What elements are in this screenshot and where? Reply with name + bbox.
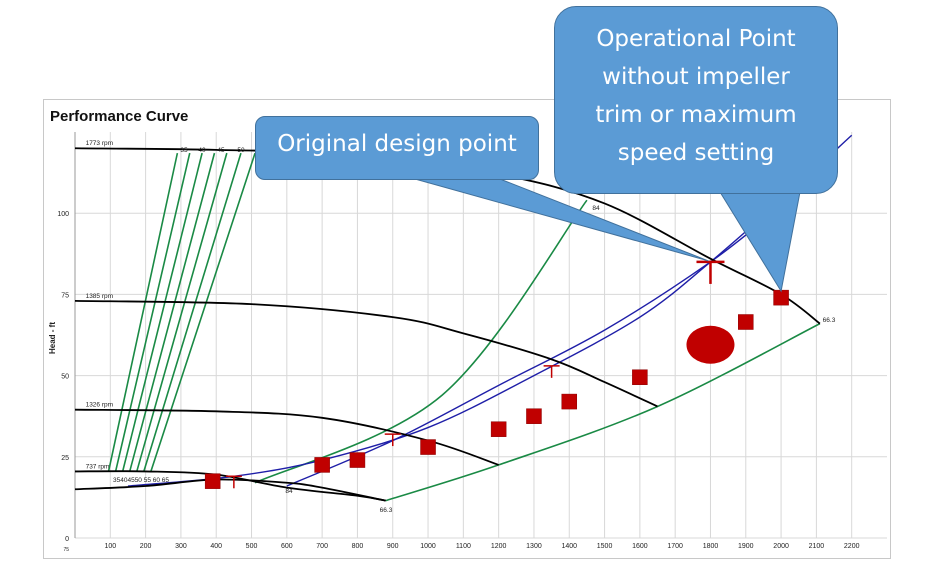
x-tick-label: 300	[175, 543, 187, 550]
speed-curve-label: 1773 rpm	[86, 140, 113, 147]
curve-label-66-3-right: 66.3	[823, 317, 836, 324]
data-point-marker	[738, 314, 754, 330]
callout-operational-line-1: Operational Point	[596, 26, 796, 52]
speed-curve-1326-rpm	[74, 408, 499, 466]
y-tick-label: 0	[65, 536, 69, 543]
efficiency-top-label: 50	[237, 147, 245, 154]
efficiency-line-40	[114, 152, 191, 472]
x-tick-label: 1400	[561, 543, 577, 550]
x-tick-label: 1900	[738, 543, 754, 550]
data-point-marker	[773, 289, 789, 306]
efficiency-top-label: 35	[180, 147, 188, 154]
speed-curve-label: 1326 rpm	[86, 402, 113, 409]
x-tick-label: 900	[387, 543, 399, 550]
x-tick-label: 1500	[597, 543, 613, 550]
speed-curve-1385-rpm	[74, 299, 658, 408]
efficiency-line-50	[128, 152, 216, 472]
x-tick-label: 100	[104, 543, 116, 550]
y-tick-label: 75	[61, 292, 69, 299]
data-point-marker	[561, 393, 578, 410]
callout-operational-point: Operational Point without impeller trim …	[554, 6, 838, 194]
x-tick-label: 600	[281, 543, 293, 550]
y-tick-label: 50	[61, 374, 69, 381]
callout-operational-line-3: trim or maximum	[595, 102, 797, 128]
speed-curve-label: 1385 rpm	[86, 293, 113, 300]
y-tick-label: 25	[61, 455, 69, 462]
y-tick-label: 100	[57, 211, 69, 218]
x-tick-label: 1000	[420, 543, 436, 550]
x-tick-label: 2200	[844, 543, 860, 550]
x-tick-label: 1300	[526, 543, 542, 550]
y-axis-label: Head - ft	[48, 322, 57, 354]
x-tick-label: 700	[316, 543, 328, 550]
curve-label-84-low: 84	[285, 488, 293, 495]
efficiency-line-35	[107, 152, 179, 472]
curve-label-84-top: 84	[592, 205, 600, 212]
callout-operational-line-4: speed setting	[617, 140, 775, 166]
x-tick-label: 2100	[809, 543, 825, 550]
data-point-marker	[526, 408, 542, 424]
x-tick-label: 2000	[773, 543, 789, 550]
efficiency-top-label: 45	[217, 147, 225, 154]
x-tick-label: 400	[210, 543, 222, 550]
callout-original-design-point: Original design point	[255, 116, 539, 180]
curve-labels: 35 40 45 50 35404550 55 60 65 1773 rpm 1385 rp…	[86, 140, 836, 514]
efficiency-line-55	[136, 152, 228, 472]
highlight-point-marker	[686, 325, 735, 364]
efficiency-line-65	[150, 152, 256, 472]
efficiency-line-66.3	[385, 322, 821, 502]
speed-curves	[74, 147, 821, 502]
low-speed-curve	[74, 478, 386, 502]
callout-original-text: Original design point	[277, 131, 517, 157]
data-point-marker	[420, 439, 436, 455]
x-tick-label: 800	[352, 543, 364, 550]
data-point-marker	[632, 369, 648, 385]
data-points	[204, 260, 789, 489]
data-point-marker	[204, 473, 221, 489]
x-tick-label: 1800	[703, 543, 719, 550]
x-tick-label: 1700	[667, 543, 683, 550]
chart-title: Performance Curve	[50, 108, 189, 125]
efficiency-line-60	[143, 152, 242, 472]
grid-lines	[75, 132, 887, 539]
efficiency-top-label: 40	[198, 147, 206, 154]
efficiency-bottom-labels: 35404550 55 60 65	[113, 477, 169, 484]
data-point-marker	[349, 452, 366, 468]
axes: 100 200 300 400 500 600 700 800 900 1000 1100 1200 1…	[48, 132, 860, 553]
data-point-marker	[490, 421, 507, 437]
efficiency-lines	[107, 152, 821, 502]
x-tick-label: 500	[246, 543, 258, 550]
data-point-marker	[314, 457, 330, 473]
callout-operational-line-2: without impeller	[602, 64, 790, 90]
y-tick-label-extra: 75	[63, 547, 69, 553]
efficiency-line-45	[121, 152, 203, 472]
x-tick-label: 200	[140, 543, 152, 550]
curve-label-66-3-low: 66.3	[380, 507, 393, 514]
x-tick-label: 1600	[632, 543, 648, 550]
x-tick-label: 1100	[456, 543, 471, 550]
callout-operational-pointer	[719, 191, 801, 293]
speed-curve-label: 737 rpm	[86, 463, 110, 470]
x-tick-label: 1200	[491, 543, 507, 550]
